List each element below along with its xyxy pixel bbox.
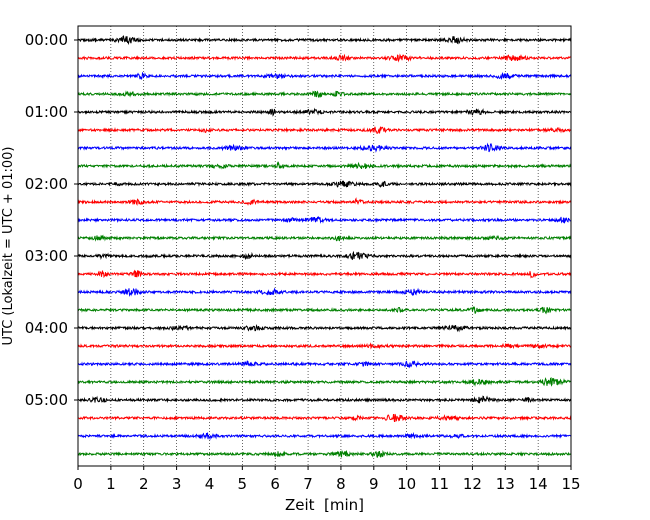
trace-0145 xyxy=(77,161,572,170)
x-tick-label: 9 xyxy=(369,475,379,493)
trace-0015 xyxy=(77,53,572,63)
y-tick-label: 03:00 xyxy=(25,247,68,265)
trace-0445 xyxy=(77,377,572,387)
trace-0030 xyxy=(77,71,572,81)
trace-0245 xyxy=(77,234,572,242)
x-tick-label: 11 xyxy=(430,475,449,493)
y-axis-label: UTC (Lokalzeit = UTC + 01:00) xyxy=(1,147,16,346)
x-tick-label: 0 xyxy=(73,475,83,493)
y-tick-label: 02:00 xyxy=(25,175,68,193)
x-axis-label: Zeit [min] xyxy=(285,496,364,514)
x-tick-label: 5 xyxy=(238,475,248,493)
trace-0415 xyxy=(77,342,572,350)
y-tick-label: 01:00 xyxy=(25,103,68,121)
trace-0045 xyxy=(77,90,572,98)
trace-0300 xyxy=(77,250,572,261)
grid-lines xyxy=(110,26,539,466)
y-tick-label: 05:00 xyxy=(25,391,68,409)
x-tick-label: 7 xyxy=(303,475,313,493)
x-tick-label: 13 xyxy=(496,475,515,493)
trace-0115 xyxy=(77,126,572,134)
trace-0430 xyxy=(77,360,572,369)
trace-0200 xyxy=(77,180,572,188)
trace-0100 xyxy=(77,107,572,117)
plot-frame xyxy=(77,25,572,467)
trace-0345 xyxy=(77,305,572,315)
x-tick-label: 15 xyxy=(561,475,580,493)
y-axis-ticks: 00:00 01:00 02:00 03:00 04:00 05:00 xyxy=(25,31,78,409)
trace-0545 xyxy=(77,449,572,458)
trace-0130 xyxy=(77,142,571,153)
trace-0315 xyxy=(77,269,572,279)
trace-0000 xyxy=(77,35,572,46)
x-tick-label: 10 xyxy=(397,475,416,493)
x-axis-ticks: 0 1 2 3 4 5 6 7 8 9 10 11 12 13 14 15 xyxy=(73,466,581,493)
x-tick-label: 1 xyxy=(106,475,116,493)
x-tick-label: 2 xyxy=(139,475,149,493)
x-tick-label: 12 xyxy=(463,475,482,493)
trace-0515 xyxy=(77,413,572,423)
y-tick-label: 04:00 xyxy=(25,319,68,337)
seismic-traces xyxy=(77,35,572,458)
x-tick-label: 14 xyxy=(529,475,548,493)
trace-0215 xyxy=(77,197,572,206)
trace-0230 xyxy=(77,215,572,224)
x-tick-label: 6 xyxy=(270,475,280,493)
trace-0530 xyxy=(77,431,572,441)
trace-0400 xyxy=(77,323,572,333)
x-tick-label: 4 xyxy=(205,475,215,493)
x-tick-label: 8 xyxy=(336,475,346,493)
trace-0330 xyxy=(77,287,572,298)
x-tick-label: 3 xyxy=(172,475,182,493)
trace-0500 xyxy=(77,395,572,404)
y-tick-label: 00:00 xyxy=(25,31,68,49)
